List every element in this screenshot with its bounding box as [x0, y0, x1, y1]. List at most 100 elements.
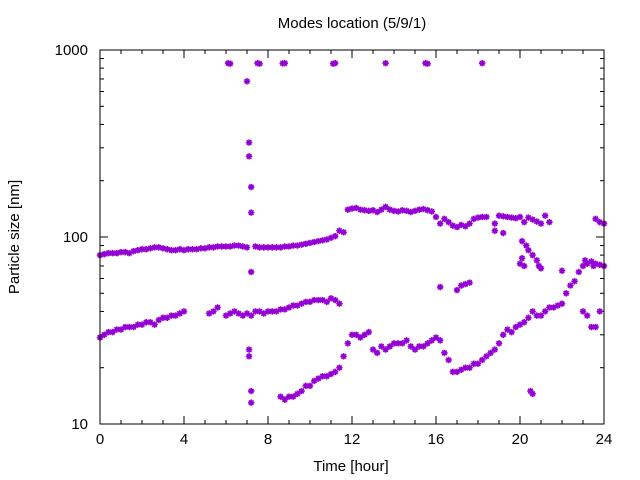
- data-point: [581, 257, 589, 264]
- data-point: [231, 308, 238, 315]
- data-point: [332, 296, 339, 304]
- data-point: [487, 349, 494, 357]
- data-point: [491, 346, 498, 353]
- data-point: [281, 243, 288, 250]
- data-point: [395, 340, 402, 347]
- data-point: [590, 262, 597, 270]
- data-point: [575, 268, 582, 276]
- data-point: [432, 334, 440, 341]
- data-point: [504, 326, 511, 333]
- data-point: [357, 206, 364, 213]
- data-point: [227, 243, 234, 250]
- data-point: [172, 312, 179, 319]
- y-tick-label: 1000: [55, 42, 88, 59]
- data-point: [218, 243, 225, 250]
- data-point: [245, 346, 253, 353]
- data-point: [344, 206, 351, 213]
- data-point: [109, 328, 116, 336]
- data-point: [243, 244, 251, 251]
- data-point: [567, 282, 574, 289]
- data-point: [290, 302, 297, 309]
- data-point: [523, 242, 530, 249]
- data-point: [210, 244, 217, 251]
- data-point: [298, 387, 305, 395]
- data-point: [596, 261, 603, 269]
- data-point: [424, 207, 431, 214]
- data-point: [527, 387, 534, 395]
- data-point: [512, 323, 519, 331]
- data-point: [306, 382, 314, 390]
- data-point: [285, 304, 293, 311]
- data-point: [504, 213, 511, 221]
- data-point: [521, 262, 528, 270]
- data-point: [571, 278, 578, 285]
- data-point: [525, 214, 532, 221]
- data-point: [466, 220, 473, 227]
- data-point: [252, 308, 259, 315]
- data-point: [558, 300, 566, 307]
- data-point: [382, 203, 389, 211]
- data-point: [453, 223, 461, 231]
- data-point: [311, 377, 318, 385]
- data-point: [260, 244, 267, 251]
- data-point: [512, 215, 519, 222]
- data-point: [126, 249, 133, 257]
- data-point: [529, 216, 536, 223]
- data-point: [155, 244, 162, 251]
- data-point: [239, 312, 246, 319]
- x-tick-label: 16: [428, 431, 445, 448]
- data-point: [500, 331, 507, 338]
- data-point: [518, 255, 526, 262]
- data-point: [294, 302, 301, 309]
- data-point: [101, 331, 108, 338]
- data-point: [516, 260, 524, 267]
- data-point: [189, 246, 196, 253]
- data-point: [315, 375, 322, 382]
- data-point: [281, 306, 288, 313]
- data-point: [479, 59, 486, 67]
- data-point: [332, 59, 339, 67]
- data-point: [235, 242, 242, 249]
- data-point: [277, 244, 284, 251]
- data-point: [227, 60, 234, 67]
- data-point: [281, 59, 288, 67]
- data-point: [458, 221, 465, 229]
- data-point: [483, 213, 490, 221]
- data-point: [378, 206, 385, 213]
- plot-frame: [99, 49, 605, 425]
- tick-labels: 0 4 8 12 16 20 24 10 100 1000: [55, 42, 613, 448]
- data-point: [374, 349, 381, 357]
- data-point: [319, 237, 326, 244]
- data-point: [588, 323, 595, 331]
- data-point: [105, 249, 112, 257]
- data-point: [470, 360, 477, 367]
- data-point: [159, 245, 167, 252]
- data-point: [201, 245, 209, 252]
- data-point: [245, 153, 253, 160]
- data-point: [193, 246, 200, 253]
- data-point: [533, 218, 540, 225]
- x-tick-label: 4: [180, 431, 188, 448]
- data-point: [147, 245, 154, 252]
- data-point: [516, 213, 524, 221]
- x-axis-label: Time [hour]: [313, 458, 388, 475]
- data-point: [348, 331, 356, 338]
- data-point: [374, 208, 381, 216]
- data-point: [164, 246, 171, 253]
- y-tick-label: 10: [71, 416, 88, 433]
- data-point: [130, 323, 137, 331]
- data-point: [151, 321, 158, 328]
- data-point: [323, 236, 330, 243]
- data-point: [172, 246, 179, 254]
- x-tick-label: 12: [344, 431, 361, 448]
- data-point: [369, 207, 377, 214]
- data-point: [197, 245, 204, 252]
- data-point: [516, 321, 524, 328]
- data-point: [403, 207, 410, 215]
- data-point: [395, 208, 402, 215]
- data-point: [445, 356, 452, 364]
- data-point: [554, 302, 561, 309]
- data-point: [521, 218, 528, 226]
- data-point: [336, 364, 343, 371]
- data-point: [180, 246, 188, 254]
